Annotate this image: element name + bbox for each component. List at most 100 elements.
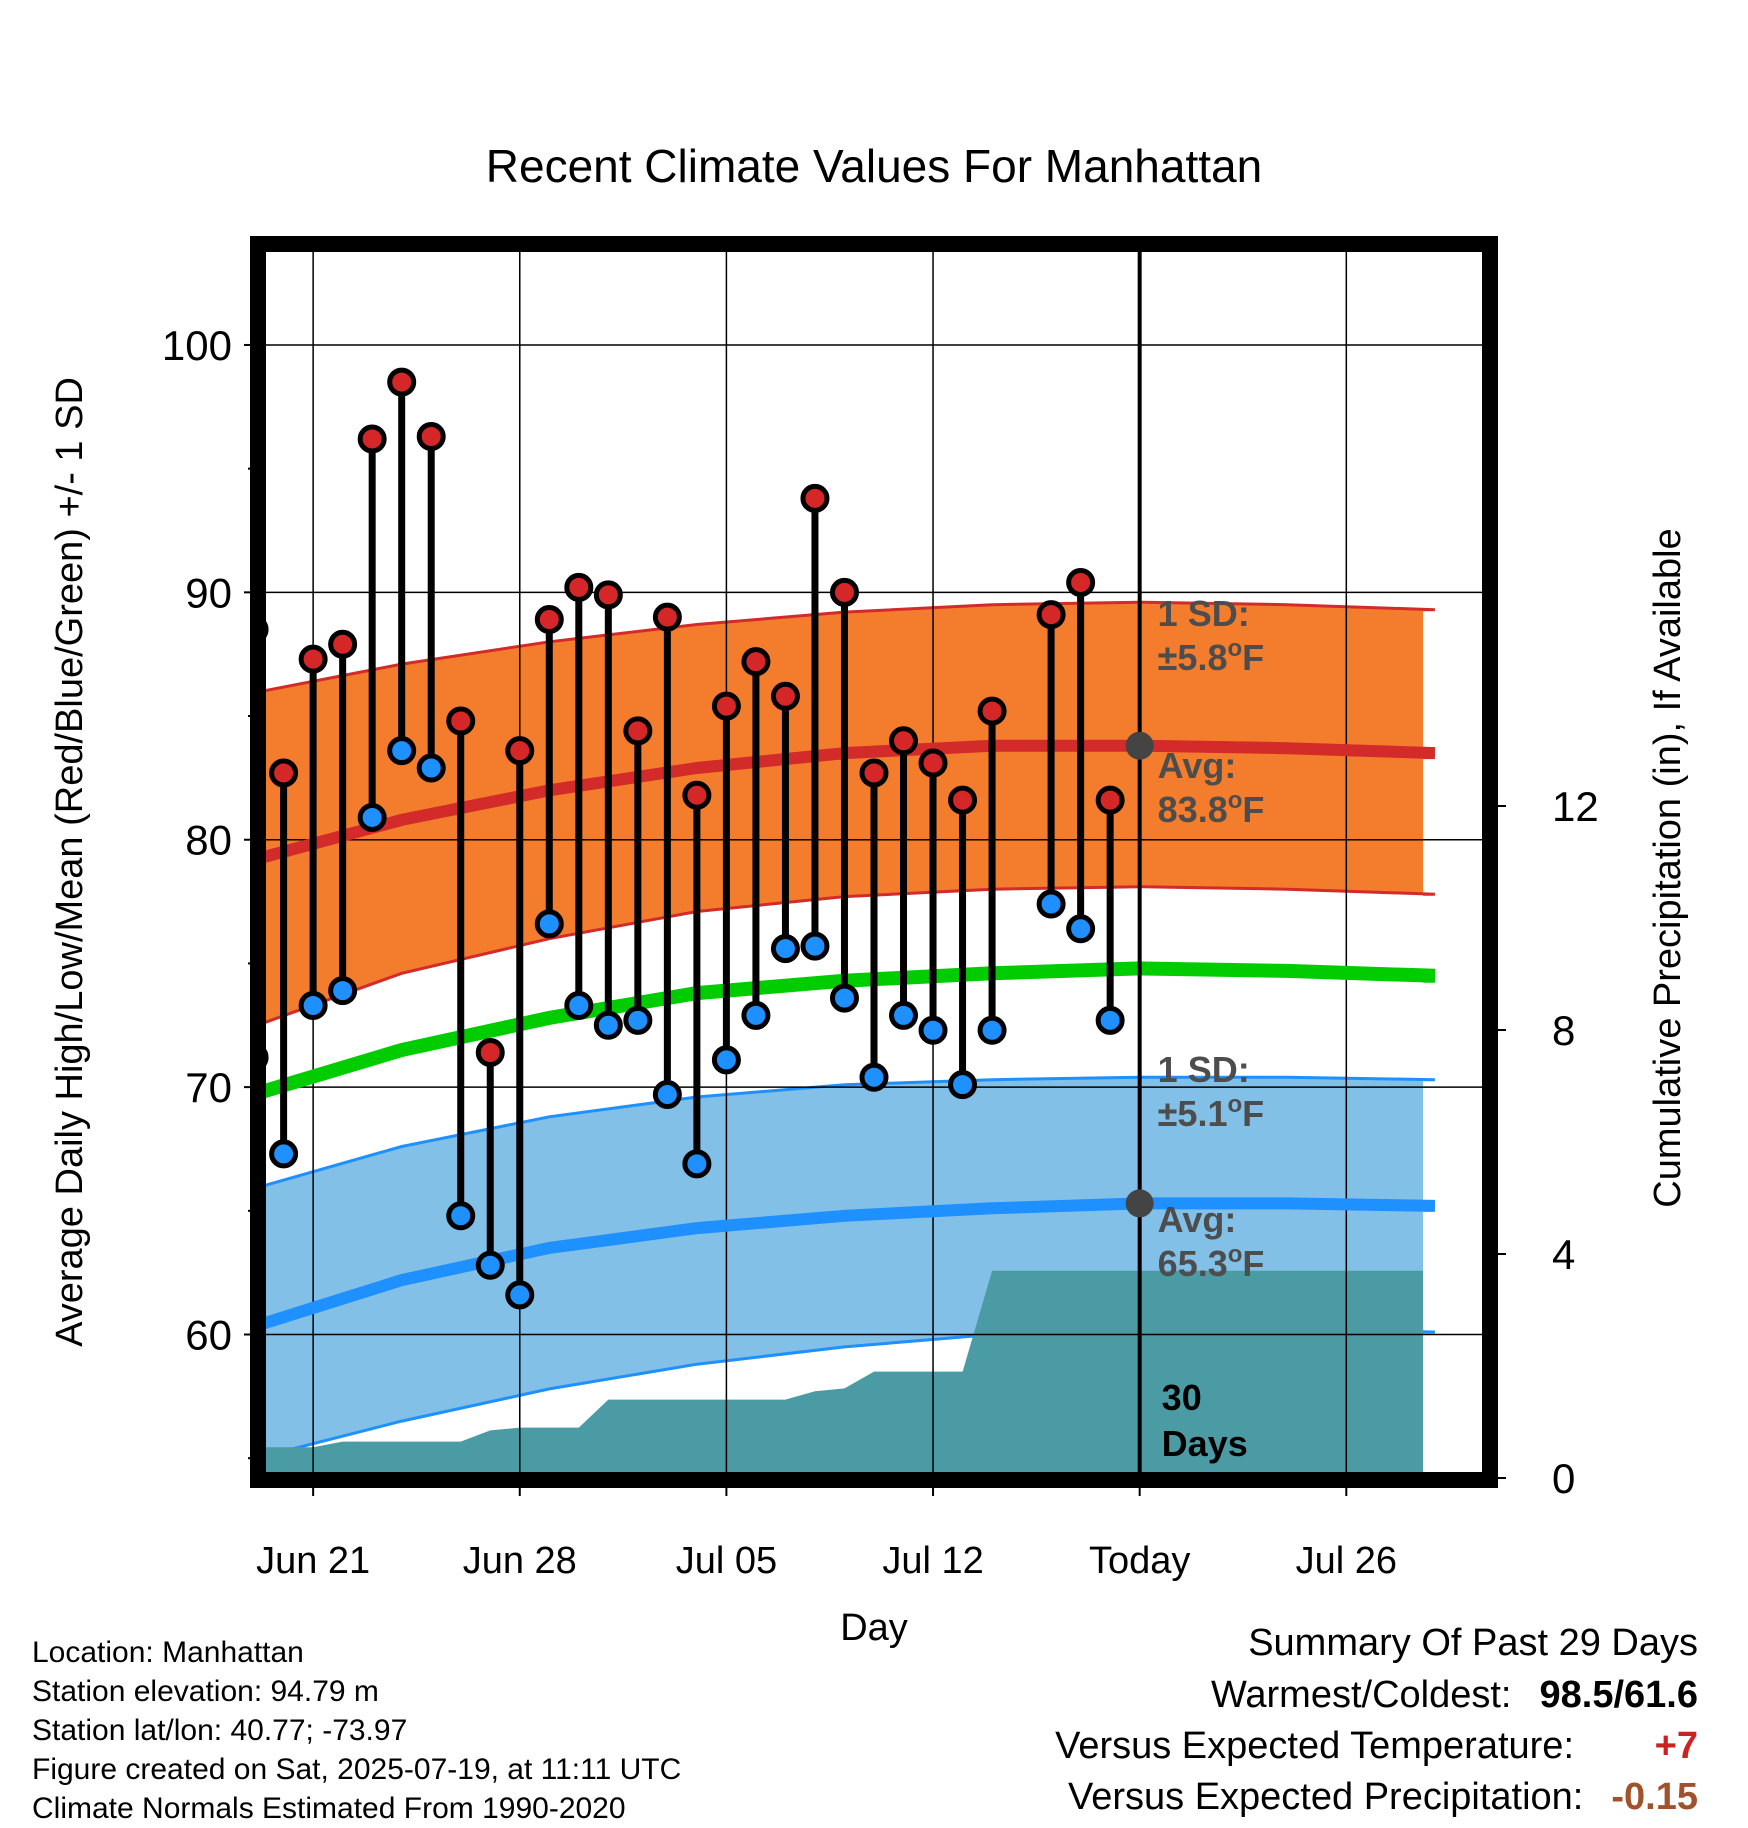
high-sd-lower-edge xyxy=(260,885,1435,1026)
precip-series xyxy=(260,1270,1424,1478)
high-sd-upper-edge xyxy=(260,600,1435,694)
daily-low-point xyxy=(889,1000,919,1030)
daily-low-point xyxy=(859,1062,889,1092)
low-avg-annotation-line2: 65.3 xyxy=(1158,1243,1228,1284)
normal-lines xyxy=(260,246,1436,1478)
daily-observation xyxy=(269,758,299,1169)
warmest-value: 98.5 xyxy=(1539,1674,1614,1716)
daily-high-point xyxy=(859,758,889,788)
plot-frame xyxy=(250,236,1498,1488)
cumulative-precip-area xyxy=(260,1270,1424,1478)
daily-low-point xyxy=(652,1080,682,1110)
daily-high-point xyxy=(623,716,653,746)
daily-low-point xyxy=(770,934,800,964)
daily-observation xyxy=(948,785,978,1100)
daily-observation xyxy=(387,367,417,766)
high-sd-annotation-degree: o xyxy=(1227,635,1242,662)
daily-high-point xyxy=(328,629,358,659)
warm-cold-slash: / xyxy=(1613,1674,1625,1716)
y-tick-label: 90 xyxy=(185,569,232,616)
daily-observation xyxy=(475,1037,505,1280)
daily-observation xyxy=(829,577,859,1013)
low-sd-annotation: 1 SD: ±5.1oF xyxy=(1158,1049,1264,1134)
daily-observation xyxy=(1095,785,1125,1035)
window-annotation-line2: Days xyxy=(1162,1423,1248,1464)
daily-observation xyxy=(711,691,741,1075)
low-avg-annotation: Avg: 65.3oF xyxy=(1158,1199,1265,1284)
x-tick-label: Jun 21 xyxy=(256,1540,370,1582)
daily-observation xyxy=(328,629,358,1006)
daily-high-point xyxy=(564,572,594,602)
low-sd-annotation-line1: 1 SD: xyxy=(1158,1049,1250,1090)
warm-cold-label: Warmest/Coldest: xyxy=(1210,1674,1512,1716)
daily-observation xyxy=(593,580,623,1040)
footer-created: Figure created on Sat, 2025-07-19, at 11… xyxy=(32,1753,682,1786)
daily-high-point xyxy=(711,691,741,721)
low-sd-annotation-line2: ±5.1 xyxy=(1158,1093,1228,1134)
x-tick-label: Jul 05 xyxy=(676,1540,777,1582)
daily-low-point xyxy=(918,1015,948,1045)
daily-observation xyxy=(534,605,564,939)
daily-high-point xyxy=(446,706,476,736)
daily-high-point xyxy=(416,421,446,451)
daily-high-point xyxy=(505,736,535,766)
daily-observation xyxy=(652,602,682,1110)
summary-precip: Versus Expected Precipitation: -0.15 xyxy=(1068,1776,1698,1819)
high-sd-annotation-line1: 1 SD: xyxy=(1158,593,1250,634)
daily-low-point xyxy=(564,990,594,1020)
daily-high-point xyxy=(357,424,387,454)
y2-tick-label: 0 xyxy=(1552,1455,1575,1502)
low-sd-annotation-unit: F xyxy=(1242,1093,1264,1134)
daily-high-point xyxy=(948,785,978,815)
x-tick-label: Jul 26 xyxy=(1296,1540,1397,1582)
temp-anomaly-value: +7 xyxy=(1654,1725,1698,1767)
daily-high-point xyxy=(1066,567,1096,597)
high-avg-annotation-line2: 83.8 xyxy=(1158,789,1228,830)
daily-low-point xyxy=(387,736,417,766)
daily-high-point xyxy=(1095,785,1125,815)
daily-low-point xyxy=(593,1010,623,1040)
observation-series xyxy=(260,367,1125,1310)
coldest-value: 61.6 xyxy=(1624,1674,1698,1716)
y-tick-label: 60 xyxy=(185,1312,232,1359)
daily-low-point xyxy=(534,909,564,939)
daily-low-point xyxy=(446,1201,476,1231)
daily-low-point xyxy=(416,753,446,783)
daily-high-point xyxy=(770,681,800,711)
low-avg-annotation-line1: Avg: xyxy=(1158,1199,1237,1240)
x-axis-label: Day xyxy=(840,1607,908,1649)
daily-low-point xyxy=(623,1005,653,1035)
daily-low-point xyxy=(948,1070,978,1100)
daily-low-point xyxy=(1095,1005,1125,1035)
footer-location: Location: Manhattan xyxy=(32,1636,304,1669)
daily-high-point xyxy=(475,1037,505,1067)
daily-low-point xyxy=(800,931,830,961)
y2-tick-label: 12 xyxy=(1552,783,1599,830)
daily-observation xyxy=(859,758,889,1092)
y2-tick-label: 8 xyxy=(1552,1007,1575,1054)
daily-low-point xyxy=(1036,889,1066,919)
chart-title: Recent Climate Values For Manhattan xyxy=(486,140,1262,192)
summary-title: Summary Of Past 29 Days xyxy=(1248,1622,1698,1664)
y2-axis-label: Cumulative Precipitation (in), If Availa… xyxy=(1647,528,1689,1207)
high-avg-annotation: Avg: 83.8oF xyxy=(1158,745,1265,830)
daily-high-point xyxy=(918,748,948,778)
x-tick-label: Jul 12 xyxy=(882,1540,983,1582)
daily-low-point xyxy=(1066,914,1096,944)
daily-observation xyxy=(682,780,712,1179)
daily-low-point xyxy=(269,1139,299,1169)
summary-temp: Versus Expected Temperature: +7 xyxy=(1055,1725,1698,1768)
daily-low-point xyxy=(475,1250,505,1280)
daily-observation xyxy=(505,736,535,1310)
daily-observation xyxy=(770,681,800,964)
high-avg-line xyxy=(260,739,1436,865)
daily-high-point xyxy=(682,780,712,810)
daily-observation xyxy=(889,726,919,1030)
daily-observation xyxy=(623,716,653,1035)
x-tick-label: Today xyxy=(1089,1540,1190,1582)
daily-observation xyxy=(741,647,771,1030)
daily-high-point xyxy=(652,602,682,632)
window-annotation: 30 Days xyxy=(1162,1377,1248,1464)
daily-high-point xyxy=(741,647,771,677)
